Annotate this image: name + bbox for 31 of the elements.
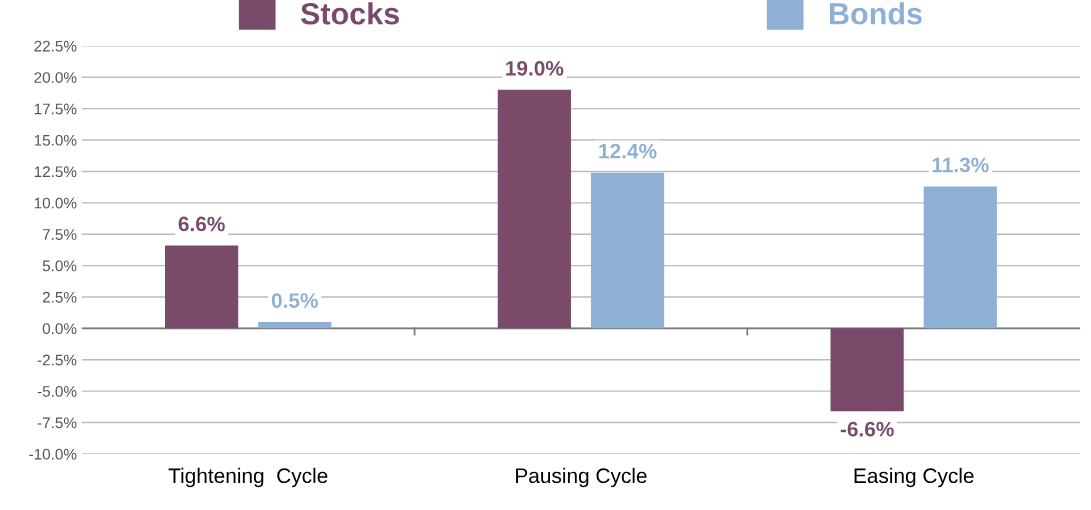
x-tick-label: Pausing Cycle xyxy=(516,467,647,488)
bar xyxy=(258,322,332,329)
y-tick-label: -10.0% xyxy=(29,448,77,460)
data-label: 19.0% xyxy=(506,60,564,76)
y-tick-label: -2.5% xyxy=(37,354,77,366)
bar xyxy=(497,89,571,329)
data-label: 11.3% xyxy=(932,157,989,173)
legend-label: Bonds xyxy=(830,2,922,25)
y-tick-label: 20.0% xyxy=(34,72,77,83)
y-tick-label: 5.0% xyxy=(42,260,77,272)
bar xyxy=(923,186,997,329)
bar xyxy=(165,245,239,329)
y-tick-label: 12.5% xyxy=(34,166,77,178)
y-tick-label: 22.5% xyxy=(34,40,77,52)
data-label: 6.6% xyxy=(178,216,225,232)
y-tick-label: 2.5% xyxy=(42,291,77,303)
y-tick-label: 15.0% xyxy=(34,134,77,146)
bar xyxy=(830,328,904,412)
y-tick-label: 0.0% xyxy=(42,323,77,335)
data-label: 12.4% xyxy=(599,143,657,159)
x-tick-label: Easing Cycle xyxy=(854,467,974,488)
y-tick-label: 7.5% xyxy=(42,229,77,240)
y-tick-label: 10.0% xyxy=(34,197,77,209)
data-label: 0.5% xyxy=(271,293,318,308)
data-label: -6.6% xyxy=(840,421,894,437)
bar xyxy=(590,172,665,329)
legend-label: Stocks xyxy=(300,2,399,25)
y-tick-label: -5.0% xyxy=(37,386,77,397)
y-tick-label: 17.5% xyxy=(34,103,77,115)
y-tick-label: -7.5% xyxy=(37,417,77,429)
x-tick-label: Tightening Cycle xyxy=(168,467,328,488)
